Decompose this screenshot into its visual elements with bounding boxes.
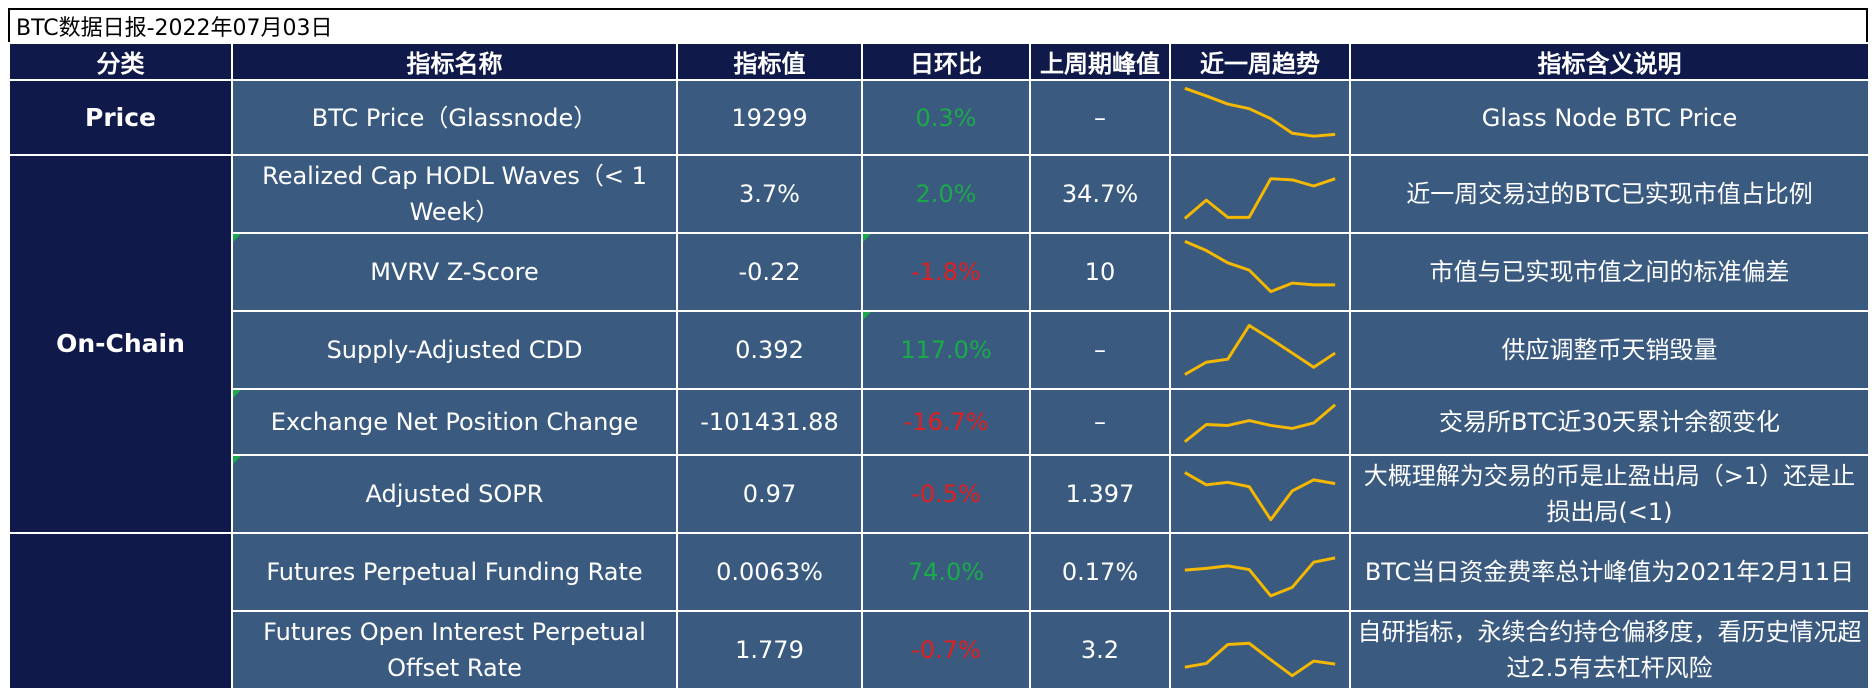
metric-desc-cell[interactable]: 自研指标，永续合约持仓偏移度，看历史情况超过2.5有去杠杆风险: [1349, 610, 1870, 690]
prev-peak-cell[interactable]: –: [1029, 79, 1171, 156]
metric-desc-cell[interactable]: 供应调整币天销毁量: [1349, 310, 1870, 390]
trend-line: [1184, 323, 1336, 376]
table-row: Futures Perpetual Funding Rate 0.0063% 74.…: [8, 532, 1870, 690]
trend-line: [1183, 403, 1337, 443]
metric-name-cell[interactable]: MVRV Z-Score: [231, 232, 678, 312]
prev-peak-cell[interactable]: 34.7%: [1029, 154, 1171, 234]
trend-sparkline-cell[interactable]: [1169, 388, 1351, 456]
metric-name-cell[interactable]: Adjusted SOPR: [231, 454, 678, 534]
metric-name-cell[interactable]: Futures Open Interest Perpetual Offset R…: [231, 610, 678, 690]
col-header-value[interactable]: 指标值: [676, 42, 863, 81]
metric-value-cell[interactable]: 1.779: [676, 610, 863, 690]
dod-change-cell[interactable]: -1.8%: [861, 232, 1031, 312]
trend-line: [1184, 239, 1336, 294]
metric-desc-cell[interactable]: 市值与已实现市值之间的标准偏差: [1349, 232, 1870, 312]
metric-name-cell[interactable]: Exchange Net Position Change: [231, 388, 678, 456]
metric-desc-cell[interactable]: Glass Node BTC Price: [1349, 79, 1870, 156]
table-row: On-Chain Realized Cap HODL Waves（< 1 Week…: [8, 154, 1870, 534]
dod-change-cell[interactable]: 2.0%: [861, 154, 1031, 234]
metric-value-cell[interactable]: -101431.88: [676, 388, 863, 456]
metric-name-cell[interactable]: Supply-Adjusted CDD: [231, 310, 678, 390]
metric-value-cell[interactable]: -0.22: [676, 232, 863, 312]
metric-value-cell[interactable]: 0.0063%: [676, 532, 863, 612]
category-cell-futures[interactable]: [8, 532, 233, 690]
trend-sparkline: [1184, 471, 1336, 522]
trend-sparkline-cell[interactable]: [1169, 154, 1351, 234]
metric-name-cell[interactable]: Realized Cap HODL Waves（< 1 Week）: [231, 154, 678, 234]
trend-sparkline: [1183, 403, 1337, 443]
col-header-name[interactable]: 指标名称: [231, 42, 678, 81]
dod-change-cell[interactable]: 0.3%: [861, 79, 1031, 156]
prev-peak-cell[interactable]: 0.17%: [1029, 532, 1171, 612]
prev-peak-cell[interactable]: 1.397: [1029, 454, 1171, 534]
trend-line: [1184, 556, 1336, 598]
trend-sparkline: [1184, 641, 1336, 678]
dod-change-cell[interactable]: -0.5%: [861, 454, 1031, 534]
category-cell-onchain[interactable]: On-Chain: [8, 154, 233, 534]
table-row: MVRV Z-Score -0.22 -1.8% 10 市值与已实现市值之间的标准偏差: [9, 232, 1870, 312]
trend-sparkline-cell[interactable]: [1169, 232, 1351, 312]
col-header-trend[interactable]: 近一周趋势: [1169, 42, 1351, 81]
col-header-prev-peak[interactable]: 上周期峰值: [1029, 42, 1171, 81]
trend-sparkline: [1184, 86, 1336, 138]
report-sheet: BTC数据日报-2022年07月03日 分类 指标名称 指标值 日环比 上周期峰…: [8, 8, 1870, 690]
category-cell-price[interactable]: Price: [8, 79, 233, 156]
dod-change-cell[interactable]: -0.7%: [861, 610, 1031, 690]
trend-sparkline: [1184, 239, 1336, 294]
dod-change-cell[interactable]: -16.7%: [861, 388, 1031, 456]
report-title: BTC数据日报-2022年07月03日: [8, 8, 1868, 42]
metric-desc-cell[interactable]: BTC当日资金费率总计峰值为2021年2月11日: [1349, 532, 1870, 612]
table-row: Exchange Net Position Change -101431.88 -1…: [9, 388, 1870, 456]
prev-peak-cell[interactable]: –: [1029, 388, 1171, 456]
trend-line: [1184, 641, 1336, 678]
col-header-desc[interactable]: 指标含义说明: [1349, 42, 1870, 81]
table-row: Supply-Adjusted CDD 0.392 117.0% – 供应调整币天销毁量: [9, 310, 1870, 390]
metric-name-cell[interactable]: Futures Perpetual Funding Rate: [231, 532, 678, 612]
trend-sparkline: [1183, 177, 1336, 220]
metric-desc-cell[interactable]: 交易所BTC近30天累计余额变化: [1349, 388, 1870, 456]
metric-name-cell[interactable]: BTC Price（Glassnode）: [231, 79, 678, 156]
prev-peak-cell[interactable]: –: [1029, 310, 1171, 390]
metric-value-cell[interactable]: 19299: [676, 79, 863, 156]
col-header-category[interactable]: 分类: [8, 42, 233, 81]
header-row: 分类 指标名称 指标值 日环比 上周期峰值 近一周趋势 指标含义说明: [8, 42, 1870, 81]
table-row: Adjusted SOPR 0.97 -0.5% 1.397 大概理解为交易的币是止盈出…: [9, 454, 1870, 534]
metric-value-cell[interactable]: 3.7%: [676, 154, 863, 234]
metric-desc-cell[interactable]: 近一周交易过的BTC已实现市值占比例: [1349, 154, 1870, 234]
dod-change-cell[interactable]: 117.0%: [861, 310, 1031, 390]
trend-sparkline-cell[interactable]: [1169, 610, 1351, 690]
trend-sparkline-cell[interactable]: [1169, 79, 1351, 156]
trend-line: [1184, 471, 1336, 522]
dod-change-cell[interactable]: 74.0%: [861, 532, 1031, 612]
trend-sparkline: [1184, 556, 1336, 598]
col-header-dod[interactable]: 日环比: [861, 42, 1031, 81]
trend-sparkline-cell[interactable]: [1169, 454, 1351, 534]
metric-value-cell[interactable]: 0.392: [676, 310, 863, 390]
metric-value-cell[interactable]: 0.97: [676, 454, 863, 534]
trend-sparkline: [1184, 323, 1336, 376]
metric-desc-cell[interactable]: 大概理解为交易的币是止盈出局（>1）还是止损出局(<1): [1349, 454, 1870, 534]
table-row: Futures Open Interest Perpetual Offset R…: [9, 610, 1870, 690]
trend-sparkline-cell[interactable]: [1169, 532, 1351, 612]
trend-line: [1183, 177, 1336, 220]
metrics-table: 分类 指标名称 指标值 日环比 上周期峰值 近一周趋势 指标含义说明 Price…: [8, 42, 1870, 690]
prev-peak-cell[interactable]: 10: [1029, 232, 1171, 312]
trend-line: [1184, 86, 1336, 138]
table-row: Price BTC Price（Glassnode） 19299 0.3% – Glass…: [8, 79, 1870, 156]
trend-sparkline-cell[interactable]: [1169, 310, 1351, 390]
prev-peak-cell[interactable]: 3.2: [1029, 610, 1171, 690]
